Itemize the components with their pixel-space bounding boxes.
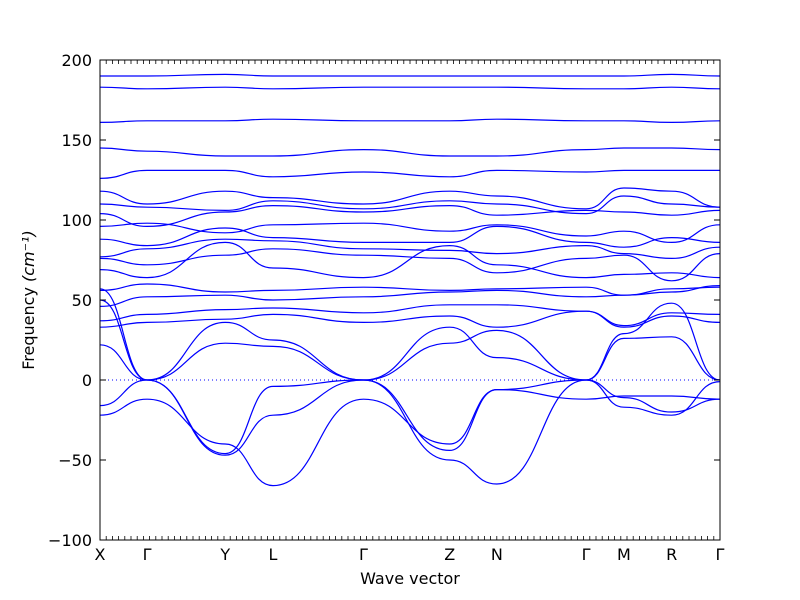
- band-line-5: [99, 169, 720, 179]
- band-line-22: [99, 388, 721, 487]
- band-line-17: [99, 310, 721, 328]
- y-ticks-group: −100 −50 0 50 100 150 200: [48, 51, 720, 550]
- x-tick-label: X: [95, 545, 106, 564]
- y-tick-label: 0: [82, 371, 92, 390]
- band-line-16: [99, 304, 721, 327]
- y-axis-title-text: Frequency: [19, 287, 38, 370]
- x-tick-label: L: [269, 545, 278, 564]
- band-line-1: [99, 73, 721, 77]
- bands-group: [99, 73, 721, 487]
- band-line-11: [99, 238, 721, 260]
- x-tick-label: Γ: [582, 545, 591, 564]
- y-axis-title: Frequency (cm⁻¹): [19, 230, 38, 369]
- band-line-10: [99, 225, 721, 248]
- band-line-8: [99, 204, 721, 228]
- y-tick-label: 50: [72, 291, 92, 310]
- x-tick-label: Γ: [359, 545, 368, 564]
- band-line-6: [99, 187, 721, 210]
- band-line-13: [99, 241, 721, 279]
- band-line-7: [99, 195, 721, 215]
- y-tick-label: 150: [61, 131, 92, 150]
- x-tick-label: Γ: [716, 545, 725, 564]
- x-tick-label: Γ: [143, 545, 152, 564]
- x-tick-label: N: [491, 545, 503, 564]
- y-tick-label: 200: [61, 51, 92, 70]
- y-tick-label: −100: [48, 531, 92, 550]
- band-line-19: [99, 299, 721, 381]
- x-tick-label: Y: [219, 545, 230, 564]
- band-line-4: [99, 147, 721, 157]
- y-tick-label: 100: [61, 211, 92, 230]
- band-line-12: [99, 248, 721, 282]
- band-line-21: [99, 379, 721, 485]
- x-tick-label: R: [666, 545, 677, 564]
- band-line-15: [99, 286, 721, 307]
- band-line-2: [99, 86, 721, 90]
- band-line-3: [99, 118, 721, 124]
- band-line-18: [99, 288, 721, 381]
- x-tick-label: M: [617, 545, 631, 564]
- y-tick-label: −50: [58, 451, 92, 470]
- x-axis-title: Wave vector: [360, 569, 460, 588]
- plot-background: [100, 60, 720, 540]
- x-tick-label: Z: [444, 545, 455, 564]
- y-axis-unit: (cm⁻¹): [19, 230, 38, 282]
